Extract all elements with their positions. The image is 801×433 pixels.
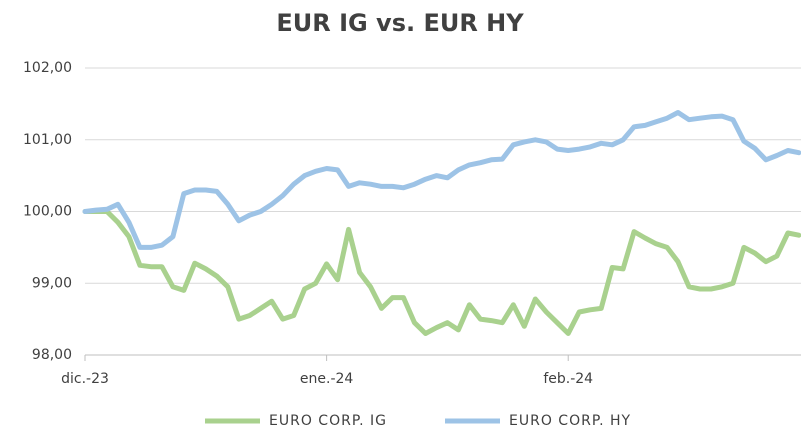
- x-tick-label: feb.-24: [543, 371, 593, 387]
- x-tick-label: dic.-23: [61, 371, 109, 387]
- legend-label: EURO CORP. HY: [509, 413, 631, 429]
- y-tick-label: 101,00: [23, 132, 72, 148]
- chart-title: EUR IG vs. EUR HY: [276, 9, 524, 37]
- series-line: [82, 209, 801, 336]
- y-tick-label: 99,00: [32, 275, 72, 291]
- y-tick-label: 100,00: [23, 204, 72, 220]
- y-tick-label: 102,00: [23, 60, 72, 76]
- y-tick-label: 98,00: [32, 347, 72, 363]
- x-tick-label: ene.-24: [300, 371, 354, 387]
- legend-label: EURO CORP. IG: [269, 413, 387, 429]
- series-line: [82, 110, 801, 250]
